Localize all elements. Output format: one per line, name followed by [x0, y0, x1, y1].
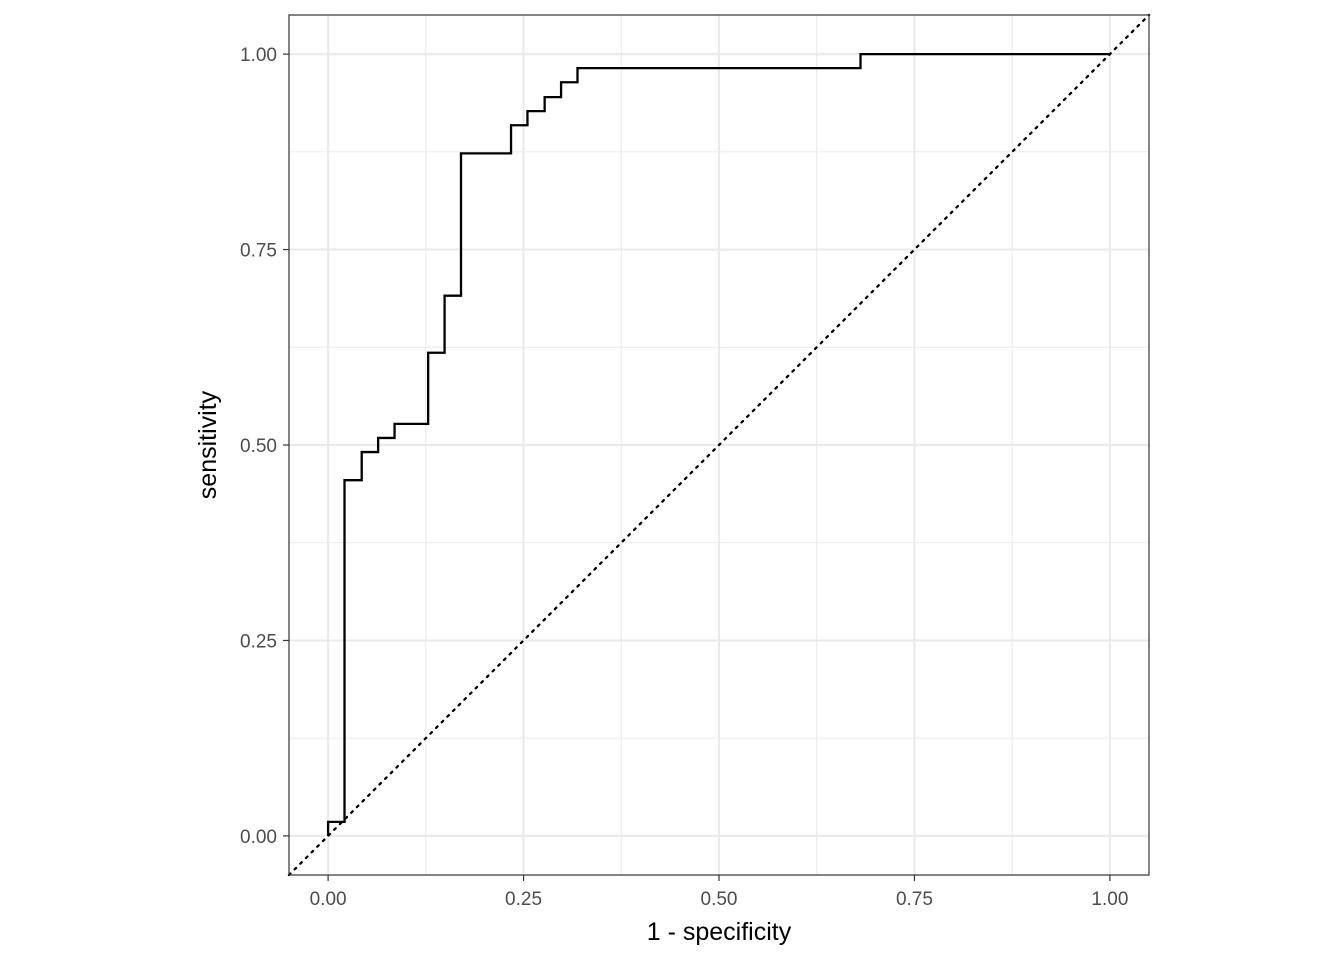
y-axis-ticks: 0.00 0.25 0.50 0.75 1.00	[240, 45, 289, 848]
x-tick-label: 0.50	[701, 889, 738, 910]
x-axis-ticks: 0.00 0.25 0.50 0.75 1.00	[310, 875, 1128, 910]
roc-curve-line	[326, 52, 1110, 836]
x-tick-label: 0.25	[505, 889, 542, 910]
x-axis-title: 1 - specificity	[647, 918, 792, 946]
y-axis-title: sensitivity	[194, 390, 222, 499]
y-tick-label: 1.00	[240, 45, 277, 66]
y-tick-label: 0.00	[240, 827, 277, 848]
y-tick-label: 0.50	[240, 436, 277, 457]
x-tick-label: 1.00	[1091, 889, 1128, 910]
x-tick-label: 0.00	[310, 889, 347, 910]
x-tick-label: 0.75	[896, 889, 933, 910]
y-tick-label: 0.75	[240, 241, 277, 262]
y-tick-label: 0.25	[240, 631, 277, 652]
reference-diagonal-line	[287, 13, 1151, 877]
